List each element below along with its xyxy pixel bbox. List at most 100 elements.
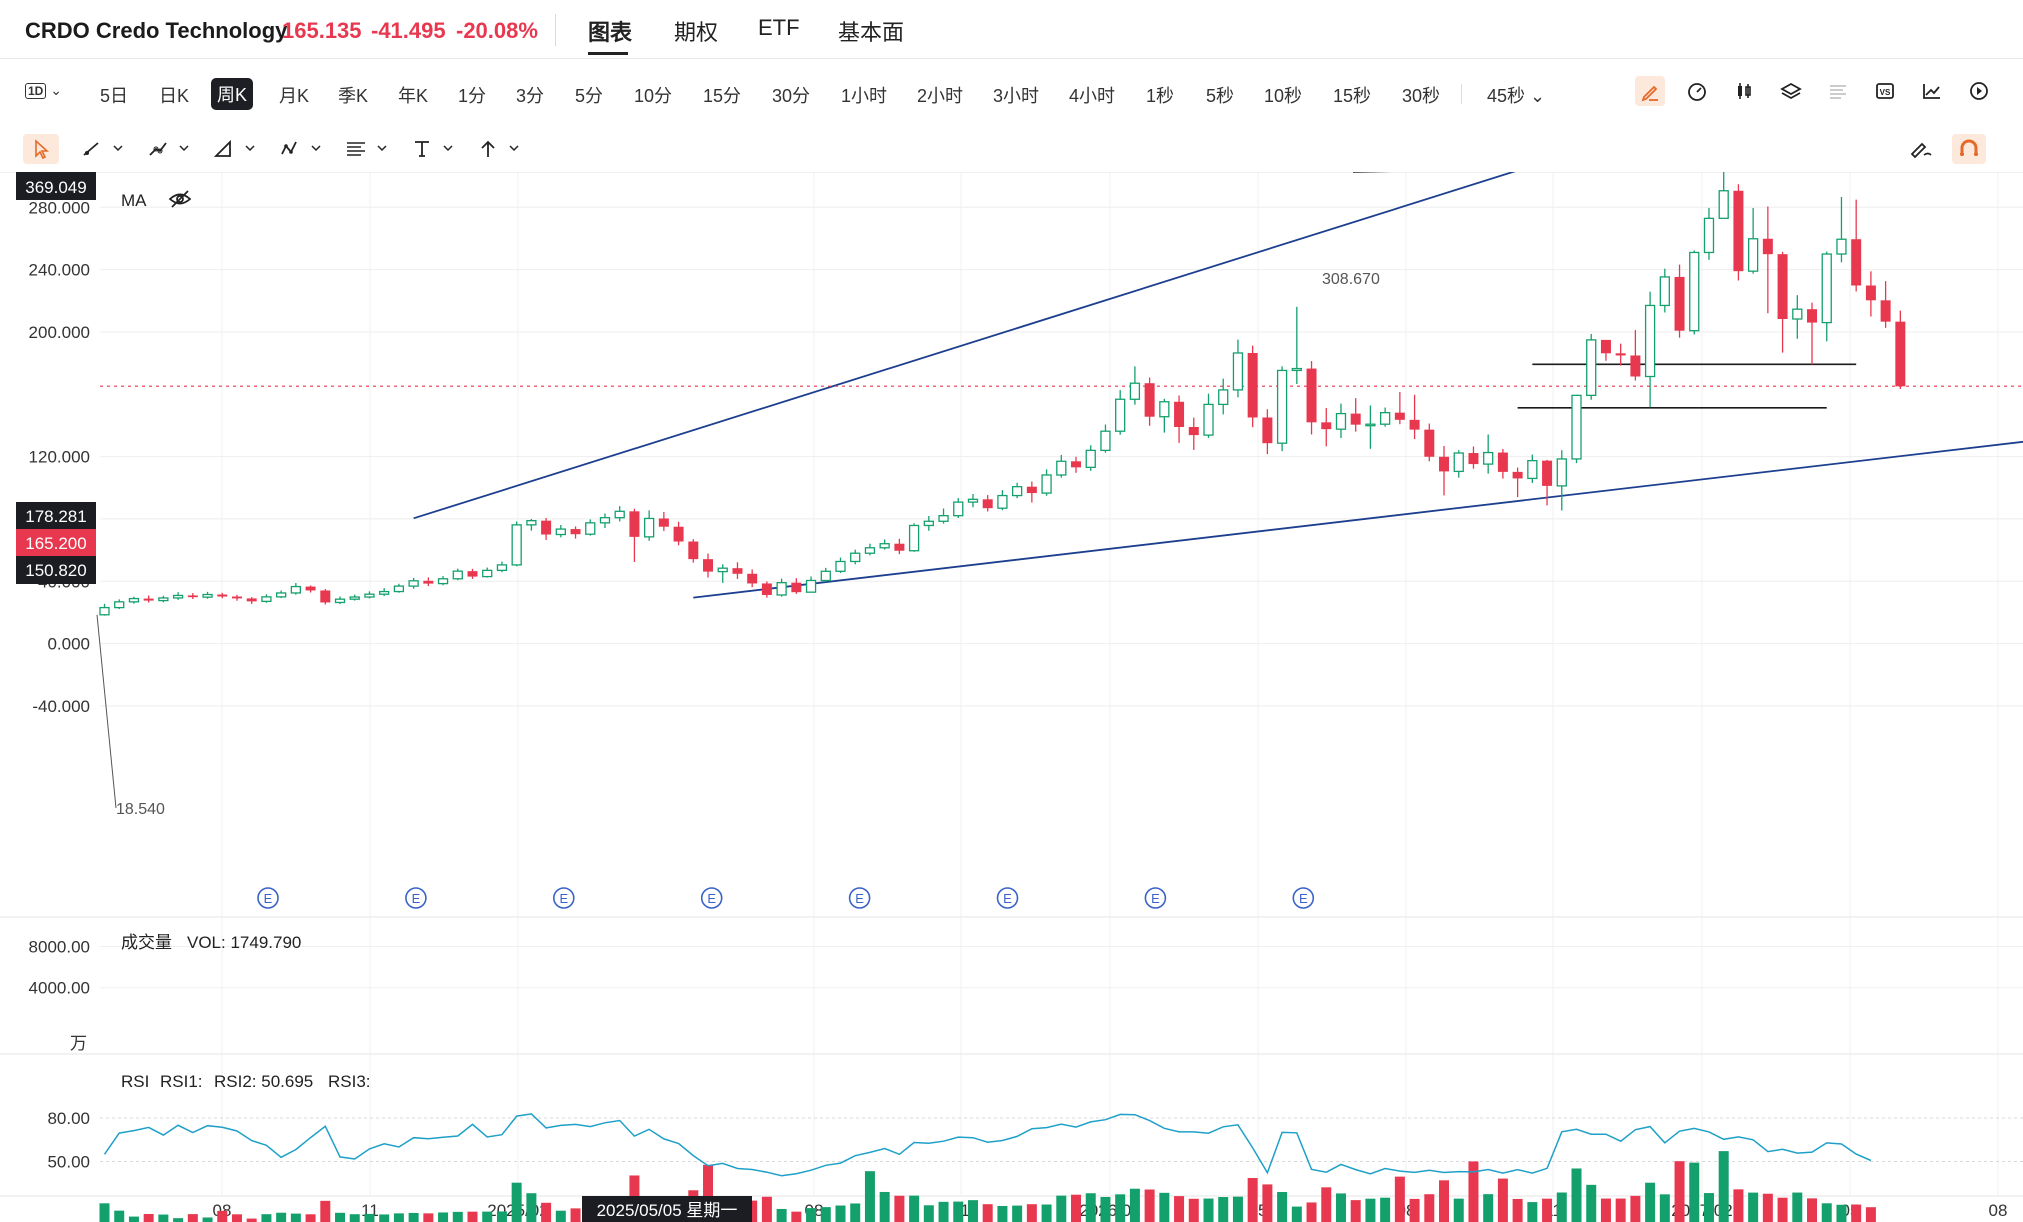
candle-body bbox=[1497, 452, 1508, 472]
chart-canvas[interactable]: 360.000320.000280.000240.000200.000120.0… bbox=[0, 172, 2023, 1222]
period-1h[interactable]: 1小时 bbox=[841, 86, 888, 106]
volume-bar bbox=[938, 1201, 949, 1222]
svg-text:VS: VS bbox=[1880, 88, 1891, 97]
text-tool-icon[interactable] bbox=[408, 134, 458, 164]
candle-body bbox=[1777, 254, 1788, 320]
period-30min[interactable]: 30分 bbox=[772, 86, 811, 106]
candle-body bbox=[364, 593, 375, 598]
period-15min[interactable]: 15分 bbox=[703, 86, 742, 106]
period-1min[interactable]: 1分 bbox=[458, 86, 487, 106]
candle-body bbox=[1527, 460, 1538, 480]
lower-price-tag-text: 150.820 bbox=[25, 561, 86, 580]
high-annotation: 308.670 bbox=[1322, 271, 1380, 288]
volume-bar bbox=[438, 1212, 449, 1222]
arrow-tool-icon[interactable] bbox=[474, 134, 524, 164]
earnings-marker bbox=[405, 887, 427, 909]
cursor-icon[interactable] bbox=[23, 134, 59, 164]
period-1s[interactable]: 1秒 bbox=[1146, 86, 1175, 106]
eye-hidden-icon[interactable] bbox=[168, 190, 192, 208]
trend-line-icon[interactable] bbox=[78, 134, 128, 164]
candle-body bbox=[437, 578, 449, 585]
period-toolbar: 1D ⌄ 5日 日K 周K 月K 季K 年K 1分 3分 5分 10分 15分 … bbox=[0, 72, 2023, 116]
align-icon[interactable] bbox=[1823, 76, 1853, 106]
candle-body bbox=[1144, 383, 1155, 417]
period-3min[interactable]: 3分 bbox=[516, 86, 545, 106]
period-daily[interactable]: 日K bbox=[159, 86, 190, 106]
period-5s[interactable]: 5秒 bbox=[1206, 86, 1235, 106]
candle-body bbox=[1174, 401, 1185, 427]
candle-body bbox=[555, 528, 566, 536]
period-10min[interactable]: 10分 bbox=[634, 86, 673, 106]
period-4h[interactable]: 4小时 bbox=[1069, 86, 1116, 106]
period-10s[interactable]: 10秒 bbox=[1264, 86, 1303, 106]
candle-body bbox=[541, 520, 552, 535]
volume-bar bbox=[482, 1211, 493, 1222]
period-selector-label: 1D bbox=[25, 83, 47, 99]
layers-icon[interactable] bbox=[1776, 76, 1806, 106]
magnet-icon[interactable] bbox=[1952, 134, 1986, 164]
volume-bar bbox=[1115, 1194, 1126, 1222]
pattern-tool-icon[interactable] bbox=[276, 134, 326, 164]
tab-etf[interactable]: ETF bbox=[758, 15, 800, 40]
volume-bar bbox=[173, 1218, 184, 1222]
volume-bar bbox=[467, 1211, 478, 1222]
period-30s[interactable]: 30秒 bbox=[1402, 86, 1441, 106]
period-2h[interactable]: 2小时 bbox=[917, 86, 964, 106]
rsi-title: RSI bbox=[121, 1072, 149, 1091]
rsi1-label: RSI1: bbox=[160, 1072, 203, 1091]
volume-bar bbox=[1409, 1198, 1420, 1222]
volume-bar bbox=[1380, 1197, 1391, 1222]
magic-pen-icon[interactable] bbox=[1904, 134, 1938, 164]
draw-pen-icon[interactable] bbox=[1635, 76, 1665, 106]
replay-icon[interactable] bbox=[1964, 76, 1994, 106]
volume-bar bbox=[864, 1171, 875, 1222]
candle-body bbox=[1792, 308, 1803, 320]
volume-bar bbox=[526, 1193, 537, 1222]
candle-body bbox=[1115, 398, 1126, 432]
candle-body bbox=[658, 518, 669, 527]
chart-line-icon[interactable] bbox=[1917, 76, 1947, 106]
candlestick-icon[interactable] bbox=[1729, 76, 1759, 106]
candle-body bbox=[1703, 217, 1715, 254]
volume-bar bbox=[1586, 1184, 1597, 1222]
volume-bar bbox=[1689, 1162, 1700, 1222]
period-yearly[interactable]: 年K bbox=[398, 86, 429, 106]
period-weekly[interactable]: 周K bbox=[211, 78, 254, 110]
volume-bar bbox=[1512, 1198, 1523, 1222]
volume-bar bbox=[1262, 1184, 1273, 1222]
earnings-marker bbox=[552, 887, 575, 909]
tab-options[interactable]: 期权 bbox=[674, 20, 719, 45]
volume-bar bbox=[747, 1200, 758, 1222]
tab-fundamentals[interactable]: 基本面 bbox=[838, 20, 905, 45]
volume-bar bbox=[335, 1212, 346, 1222]
candle-body bbox=[1762, 238, 1773, 255]
triangle-tool-icon[interactable] bbox=[210, 134, 260, 164]
period-5min[interactable]: 5分 bbox=[575, 86, 604, 106]
candle-body bbox=[1232, 352, 1244, 391]
candle-body bbox=[1056, 460, 1067, 476]
volume-bar bbox=[1335, 1193, 1346, 1222]
volume-value: VOL: 1749.790 bbox=[187, 933, 301, 952]
candle-body bbox=[158, 597, 169, 602]
period-5d[interactable]: 5日 bbox=[100, 86, 129, 106]
gauge-icon[interactable] bbox=[1682, 76, 1712, 106]
vs-compare-icon[interactable]: VS bbox=[1870, 76, 1900, 106]
period-custom[interactable]: 45秒 ⌄ bbox=[1487, 82, 1545, 108]
volume-unit: 万 bbox=[70, 1034, 87, 1053]
volume-bar bbox=[379, 1214, 390, 1222]
lower-channel-line bbox=[693, 440, 2023, 599]
period-3h[interactable]: 3小时 bbox=[993, 86, 1040, 106]
candle-body bbox=[1615, 353, 1626, 356]
candle-body bbox=[1321, 422, 1332, 430]
earnings-marker bbox=[1292, 887, 1315, 909]
period-selector[interactable]: 1D ⌄ bbox=[25, 82, 62, 99]
tab-chart[interactable]: 图表 bbox=[588, 20, 633, 45]
period-monthly[interactable]: 月K bbox=[279, 86, 310, 106]
text-lines-icon[interactable] bbox=[342, 134, 392, 164]
candle-body bbox=[1733, 190, 1744, 272]
period-15s[interactable]: 15秒 bbox=[1333, 86, 1372, 106]
period-quarterly[interactable]: 季K bbox=[338, 86, 369, 106]
multi-point-line-icon[interactable] bbox=[144, 134, 194, 164]
candle-body bbox=[202, 593, 213, 598]
